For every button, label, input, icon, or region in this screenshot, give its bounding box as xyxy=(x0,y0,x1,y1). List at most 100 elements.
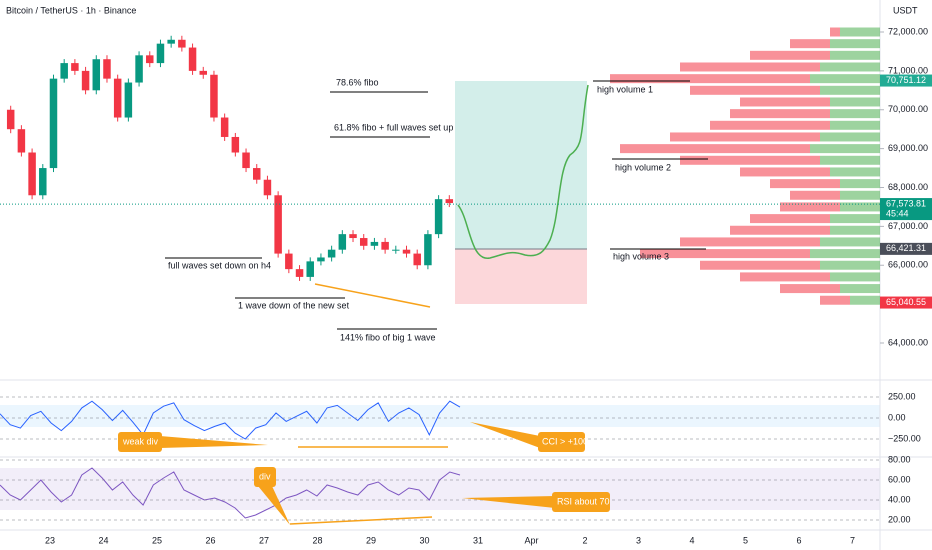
time-label: 23 xyxy=(45,535,55,545)
volume-buy xyxy=(820,132,880,142)
candle xyxy=(231,136,240,153)
candle xyxy=(6,109,15,130)
callout: CCI > +100 xyxy=(542,436,588,446)
time-label: 6 xyxy=(796,535,801,545)
annotation: 141% fibo of big 1 wave xyxy=(340,332,436,342)
divergence-line xyxy=(314,283,431,308)
time-label: 29 xyxy=(366,535,376,545)
candle xyxy=(199,70,207,75)
volume-buy xyxy=(830,50,880,60)
volume-sell xyxy=(780,202,840,212)
rsi-tick-label: 20.00 xyxy=(888,514,911,524)
volume-buy xyxy=(830,109,880,119)
volume-sell xyxy=(750,50,830,60)
candle xyxy=(188,47,197,71)
candle xyxy=(285,253,293,270)
countdown: 45:44 xyxy=(886,208,909,218)
volume-buy xyxy=(830,167,880,177)
candle xyxy=(402,249,411,254)
volume-sell xyxy=(740,272,830,282)
price-marker-label: 70,751.12 xyxy=(886,75,926,85)
callout: weak div xyxy=(122,436,159,446)
volume-sell xyxy=(790,190,840,200)
cci-tick-label: 250.00 xyxy=(888,391,916,401)
volume-sell xyxy=(820,295,850,305)
candle xyxy=(28,152,36,196)
candle xyxy=(349,234,357,239)
rsi-band xyxy=(0,468,880,510)
annotations: 78.6% fibo 61.8% fibo + full waves set u… xyxy=(118,77,708,525)
candle xyxy=(71,63,79,71)
price-marker xyxy=(880,198,932,221)
candle xyxy=(17,129,26,153)
candle xyxy=(392,249,400,251)
price-marker-label: 65,040.55 xyxy=(886,297,926,307)
volume-sell xyxy=(700,260,820,270)
volume-buy xyxy=(830,225,880,235)
candle xyxy=(242,152,250,169)
candle xyxy=(253,168,261,180)
cci-tick-label: −250.00 xyxy=(888,433,921,443)
candle xyxy=(370,241,379,246)
divergence-line xyxy=(289,516,433,525)
price-marker xyxy=(880,74,932,87)
callout-pointer xyxy=(462,496,555,508)
candle xyxy=(381,241,389,250)
volume-sell xyxy=(690,85,820,95)
target-zone xyxy=(455,81,587,249)
candle xyxy=(81,70,90,91)
price-marker-label: 66,421.31 xyxy=(886,243,926,253)
callout-box xyxy=(118,432,162,452)
volume-sell xyxy=(780,284,840,294)
annotation: high volume 2 xyxy=(615,162,671,172)
candle xyxy=(263,179,272,196)
candle xyxy=(156,43,165,64)
annotation: 61.8% fibo + full waves set up xyxy=(334,122,453,132)
annotation: 78.6% fibo xyxy=(336,77,379,87)
volume-buy xyxy=(810,249,880,259)
volume-buy xyxy=(820,85,880,95)
candle xyxy=(306,261,314,277)
callout: RSI about 70 xyxy=(557,496,610,506)
candle xyxy=(445,199,454,204)
volume-buy xyxy=(830,214,880,224)
price-marker xyxy=(880,296,932,309)
volume-buy xyxy=(810,144,880,154)
candle xyxy=(210,74,218,118)
projection-path xyxy=(457,84,589,259)
volume-sell xyxy=(730,225,830,235)
volume-buy xyxy=(830,272,880,282)
volume-sell xyxy=(680,237,820,247)
volume-sell xyxy=(830,27,840,37)
price-tick-label: 71,000.00 xyxy=(888,65,928,75)
volume-buy xyxy=(840,284,880,294)
volume-buy xyxy=(820,62,880,72)
candle xyxy=(113,78,122,118)
cci-band xyxy=(0,405,880,427)
rsi-line xyxy=(0,467,461,519)
volume-buy xyxy=(820,237,880,247)
volume-buy xyxy=(820,260,880,270)
volume-sell xyxy=(750,214,830,224)
price-tick-label: 68,000.00 xyxy=(888,182,928,192)
callout-pointer xyxy=(160,436,268,448)
candle xyxy=(317,257,325,262)
volume-buy xyxy=(830,39,880,49)
candle xyxy=(274,195,282,254)
volume-sell xyxy=(610,74,810,84)
time-label: 24 xyxy=(98,535,108,545)
volume-buy xyxy=(810,74,880,84)
candle xyxy=(146,55,154,64)
volume-buy xyxy=(830,97,880,107)
candle xyxy=(220,117,229,137)
time-label: 3 xyxy=(636,535,641,545)
candle xyxy=(103,59,111,79)
volume-sell xyxy=(680,155,820,165)
time-label: Apr xyxy=(524,535,538,545)
stop-zone xyxy=(455,249,587,304)
candle xyxy=(92,59,101,91)
callout-pointer xyxy=(470,422,540,448)
volume-buy xyxy=(820,155,880,165)
candle xyxy=(295,269,304,277)
volume-buy xyxy=(840,202,880,212)
